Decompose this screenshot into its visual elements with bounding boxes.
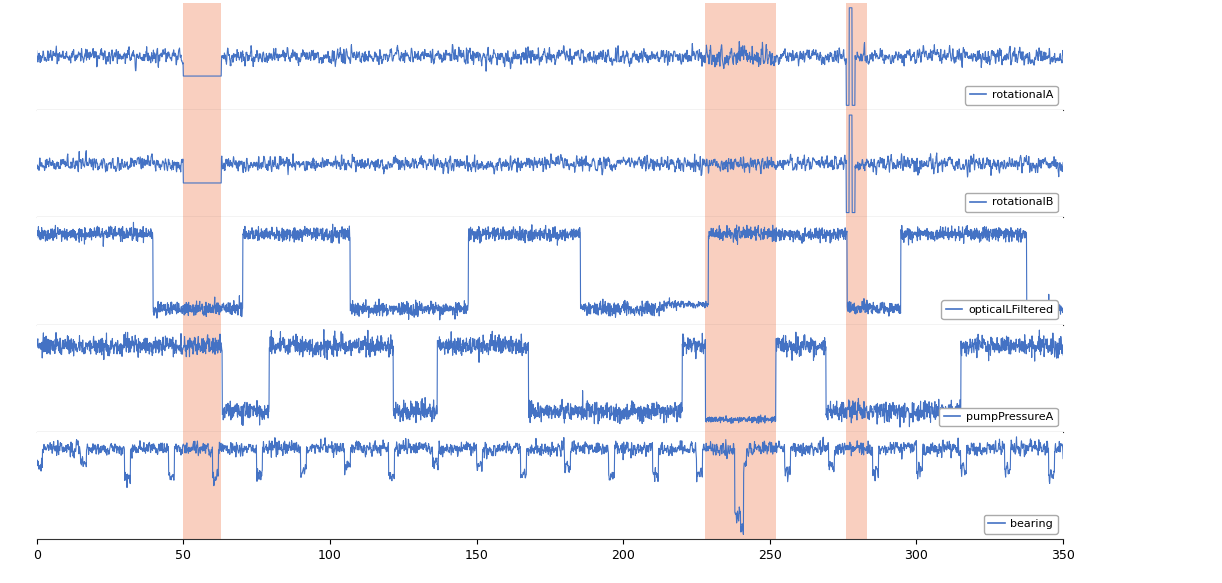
- Bar: [183, 110, 221, 217]
- Legend: rotationalB: rotationalB: [965, 193, 1057, 212]
- Legend: pumpPressureA: pumpPressureA: [940, 408, 1057, 426]
- Bar: [705, 3, 776, 110]
- Legend: opticalLFiltered: opticalLFiltered: [941, 300, 1057, 319]
- Bar: [183, 432, 221, 539]
- Bar: [705, 432, 776, 539]
- Legend: bearing: bearing: [984, 515, 1057, 533]
- Bar: [846, 217, 866, 325]
- Bar: [705, 325, 776, 432]
- Legend: rotationalA: rotationalA: [965, 86, 1057, 104]
- Bar: [183, 217, 221, 325]
- Bar: [846, 110, 866, 217]
- Bar: [846, 432, 866, 539]
- Bar: [183, 3, 221, 110]
- Bar: [183, 325, 221, 432]
- Bar: [846, 3, 866, 110]
- Bar: [705, 217, 776, 325]
- Bar: [705, 110, 776, 217]
- Bar: [846, 325, 866, 432]
